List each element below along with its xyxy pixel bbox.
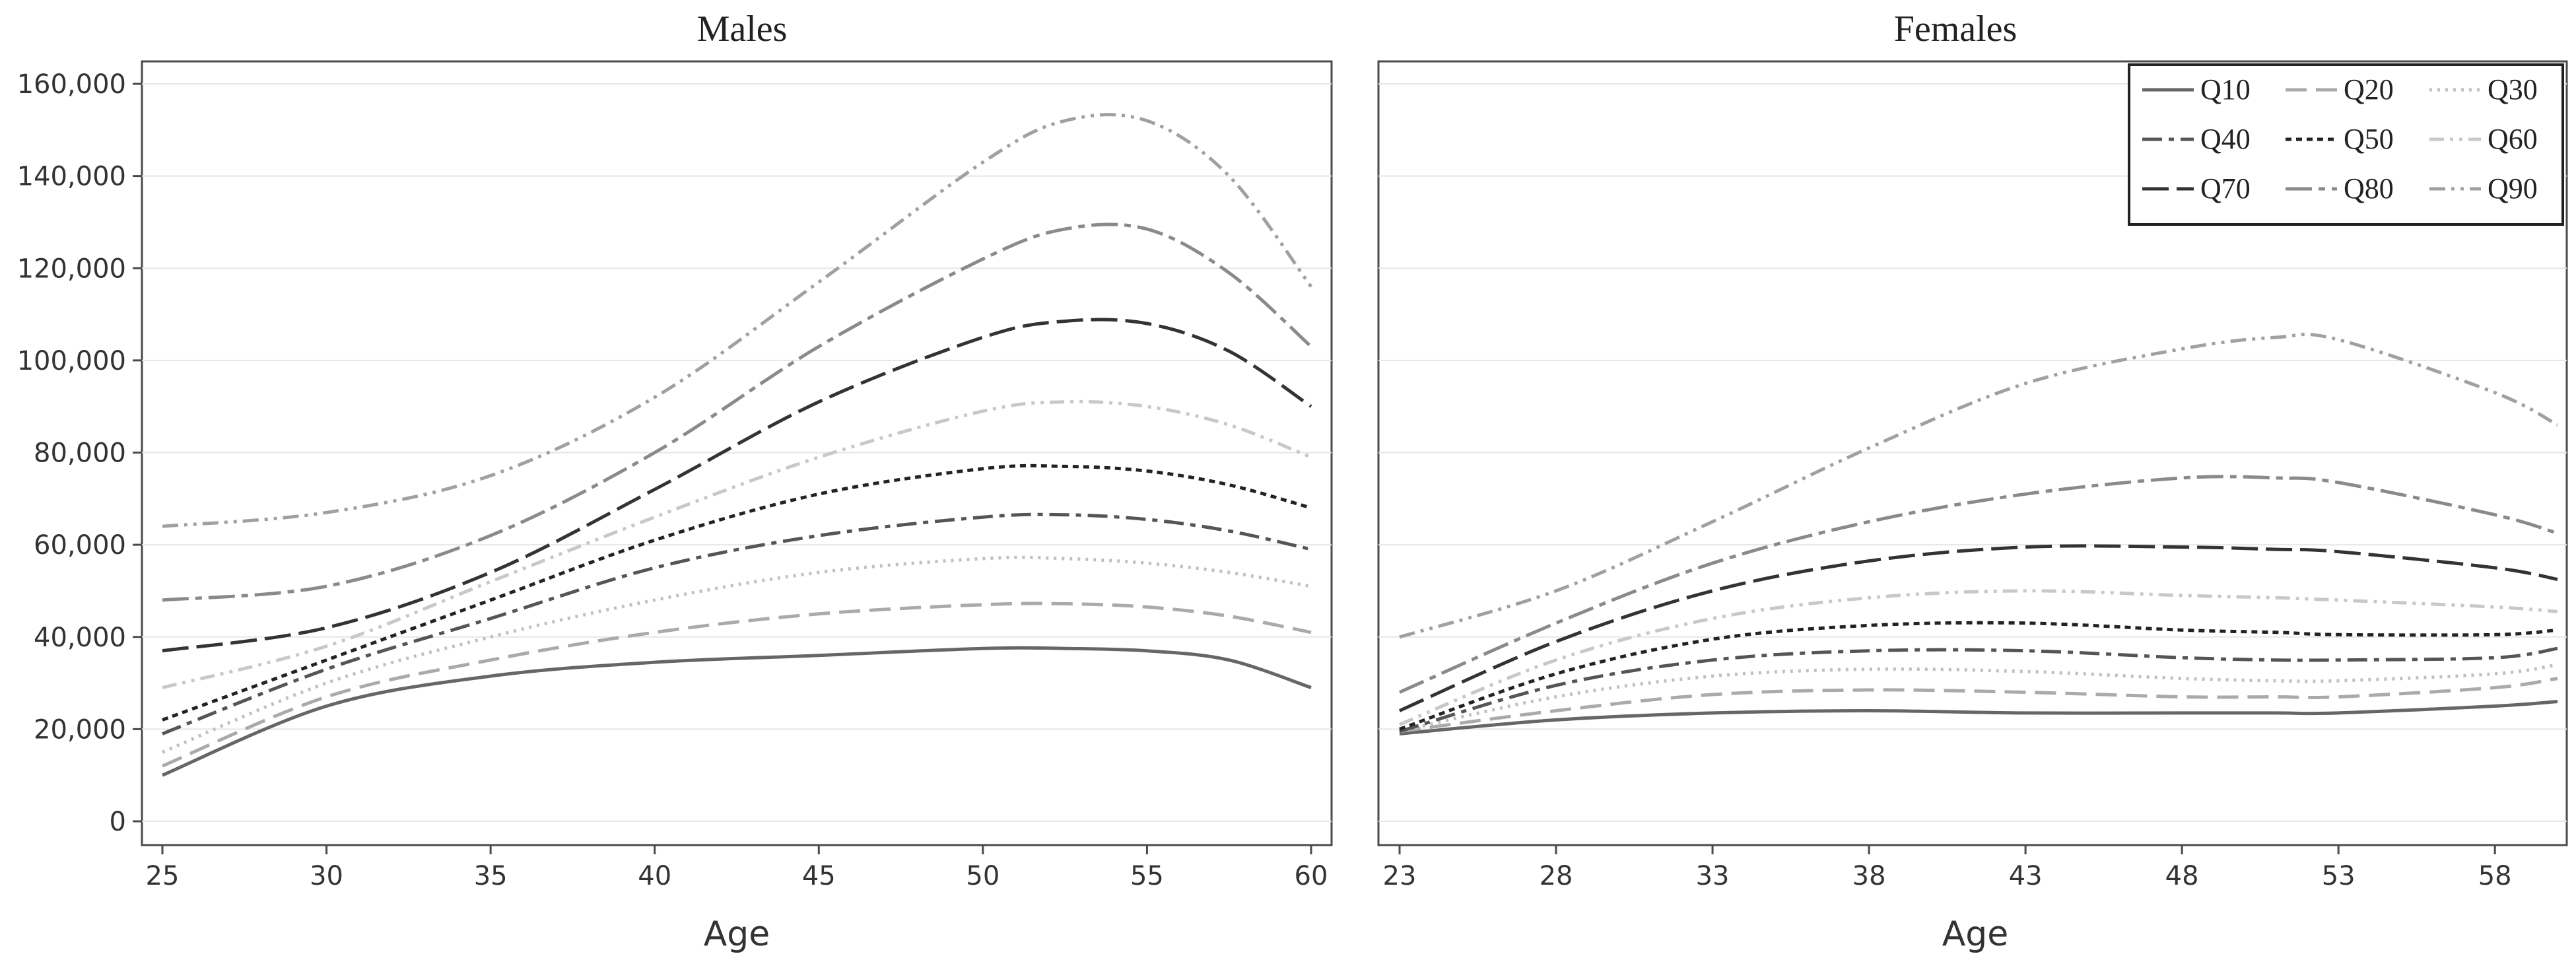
females-x-tick-label: 38 bbox=[1852, 861, 1886, 891]
males-panel-title: Males bbox=[697, 9, 788, 50]
males-series-q30 bbox=[162, 555, 1312, 754]
females-series-q20 bbox=[1399, 677, 2558, 734]
legend-label-q70: Q70 bbox=[2200, 172, 2251, 205]
males-y-tick-label: 160,000 bbox=[17, 69, 126, 100]
males-series-q20 bbox=[162, 601, 1312, 768]
females-series-q10 bbox=[1399, 700, 2558, 735]
females-series-q90 bbox=[1399, 332, 2559, 639]
legend: Q10 Q20 Q30 Q40 Q50 Q60 Q70 Q80 Q90 bbox=[2128, 63, 2564, 226]
males-x-tick-label: 40 bbox=[638, 861, 671, 891]
legend-label-q90: Q90 bbox=[2488, 172, 2538, 205]
legend-label-q30: Q30 bbox=[2488, 73, 2538, 106]
males-series bbox=[162, 113, 1313, 777]
females-series bbox=[1398, 332, 2559, 735]
females-x-tick-label: 23 bbox=[1383, 861, 1417, 891]
males-x-ticks: 25 30 35 40 45 50 55 60 bbox=[146, 845, 1328, 891]
females-x-tick-label: 53 bbox=[2322, 861, 2356, 891]
legend-label-q20: Q20 bbox=[2344, 73, 2394, 106]
males-x-tick-label: 30 bbox=[310, 861, 343, 891]
males-series-q50 bbox=[162, 463, 1312, 722]
males-gridlines bbox=[142, 83, 1332, 822]
males-x-tick-label: 50 bbox=[966, 861, 1000, 891]
females-x-tick-label: 58 bbox=[2478, 861, 2512, 891]
males-x-tick-label: 35 bbox=[474, 861, 508, 891]
males-x-tick-label: 55 bbox=[1130, 861, 1164, 891]
females-x-tick-label: 43 bbox=[2009, 861, 2043, 891]
females-x-tick-label: 33 bbox=[1696, 861, 1730, 891]
males-x-tick-label: 25 bbox=[146, 861, 180, 891]
legend-label-q80: Q80 bbox=[2344, 172, 2394, 205]
males-x-axis-label: Age bbox=[704, 914, 770, 954]
females-panel-title: Females bbox=[1894, 9, 2017, 50]
males-y-tick-label: 140,000 bbox=[17, 162, 126, 192]
males-y-ticks: 0 20,000 40,000 60,000 80,000 100,000 120,000 1… bbox=[17, 69, 142, 837]
females-series-q60 bbox=[1399, 589, 2558, 726]
males-x-tick-label: 45 bbox=[802, 861, 836, 891]
females-series-q70 bbox=[1398, 544, 2558, 712]
males-y-tick-label: 80,000 bbox=[34, 438, 126, 469]
males-y-tick-label: 100,000 bbox=[17, 346, 126, 376]
females-x-ticks: 23 28 33 38 43 48 53 58 bbox=[1383, 845, 2512, 891]
males-series-q80 bbox=[162, 222, 1312, 602]
males-y-tick-label: 20,000 bbox=[34, 714, 126, 745]
females-x-tick-label: 28 bbox=[1540, 861, 1573, 891]
legend-box bbox=[2128, 63, 2564, 226]
males-series-q60 bbox=[162, 399, 1312, 689]
males-y-tick-label: 40,000 bbox=[34, 623, 126, 653]
males-panel: Males 0 20,000 40,000 60,000 80,000 100,000 12… bbox=[17, 9, 1333, 954]
legend-label-q40: Q40 bbox=[2200, 123, 2251, 155]
females-series-q50 bbox=[1399, 621, 2558, 731]
legend-label-q10: Q10 bbox=[2200, 73, 2251, 106]
females-series-q80 bbox=[1398, 475, 2558, 694]
males-x-tick-label: 60 bbox=[1295, 861, 1328, 891]
females-x-axis-label: Age bbox=[1942, 914, 2009, 954]
males-y-tick-label: 120,000 bbox=[17, 254, 126, 284]
females-x-tick-label: 48 bbox=[2165, 861, 2199, 891]
males-series-q90 bbox=[162, 113, 1313, 528]
legend-label-q60: Q60 bbox=[2488, 123, 2538, 155]
legend-label-q50: Q50 bbox=[2344, 123, 2394, 155]
males-series-q10 bbox=[162, 646, 1312, 777]
males-y-tick-label: 60,000 bbox=[34, 530, 126, 561]
males-series-q70 bbox=[162, 318, 1312, 653]
males-y-tick-label: 0 bbox=[110, 807, 126, 837]
